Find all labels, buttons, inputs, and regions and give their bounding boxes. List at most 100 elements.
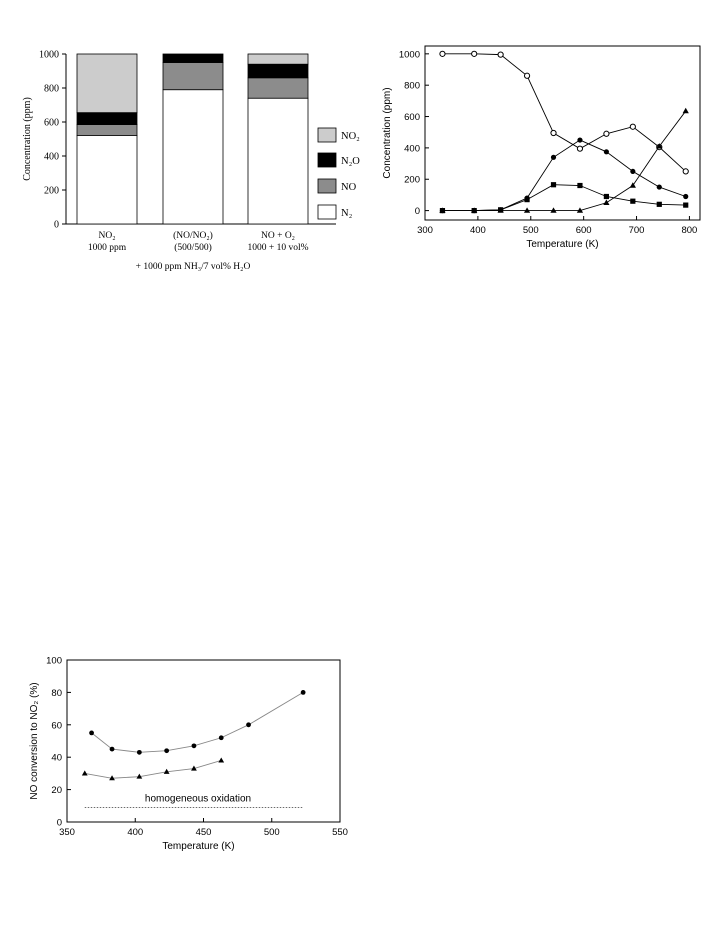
y-tick-label: 80: [51, 688, 62, 699]
legend-swatch: [317, 178, 337, 194]
data-point: [300, 690, 306, 695]
bar-segment: [162, 62, 224, 91]
data-point: [81, 770, 88, 776]
data-point: [218, 735, 224, 741]
y-tick-label: 200: [404, 175, 420, 186]
data-point: [439, 50, 446, 57]
legend-label: NO: [341, 182, 357, 193]
y-tick-label: 20: [51, 785, 62, 796]
y-tick-label: 600: [404, 112, 420, 123]
data-point: [656, 201, 662, 207]
data-point: [497, 51, 504, 58]
x-tick-label: 500: [523, 225, 539, 236]
category-label: (NO/NO₂): [173, 230, 213, 241]
category-sublabel: (500/500): [174, 242, 211, 253]
data-point: [524, 197, 530, 203]
y-tick-label: 200: [44, 186, 59, 197]
x-tick-label: 700: [629, 225, 645, 236]
data-point: [683, 193, 689, 200]
bar-segment: [76, 53, 138, 114]
legend-label: NO₂: [341, 131, 360, 142]
data-point: [629, 123, 636, 130]
data-point: [191, 743, 197, 749]
bar-segment: [162, 89, 224, 225]
category-label: NO + O₂: [261, 231, 295, 241]
data-point: [550, 129, 557, 137]
x-axis-label: Temperature (K): [162, 841, 234, 852]
y-tick-label: 0: [57, 818, 62, 829]
bar-segment: [76, 135, 138, 225]
data-point: [164, 748, 170, 754]
data-point: [246, 722, 251, 728]
x-tick-label: 600: [576, 225, 592, 236]
y-tick-label: 100: [46, 656, 62, 667]
data-point: [523, 72, 531, 79]
series-line: [442, 110, 687, 212]
bar-segment: [162, 53, 224, 63]
legend-swatch: [317, 204, 337, 220]
category-label: NO₂: [98, 231, 115, 241]
series-line: [91, 692, 304, 753]
y-axis-label: Concentration (ppm): [22, 97, 33, 181]
y-tick-label: 600: [44, 118, 59, 129]
data-point: [163, 768, 170, 774]
x-tick-label: 450: [196, 827, 212, 838]
data-point: [630, 168, 636, 175]
category-sublabel: 1000 ppm: [88, 243, 127, 253]
y-tick-label: 400: [404, 143, 420, 154]
y-axis-label: NO conversion to NO₂ (%): [29, 682, 40, 799]
x-axis-label: Temperature (K): [526, 239, 598, 250]
data-point: [191, 765, 197, 771]
y-tick-label: 1000: [39, 50, 59, 61]
x-tick-label: 350: [59, 827, 75, 838]
data-point: [577, 182, 583, 189]
data-point: [576, 145, 584, 152]
data-point: [109, 746, 115, 752]
data-point: [89, 730, 94, 736]
data-point: [577, 137, 583, 143]
data-point: [603, 199, 610, 205]
y-tick-label: 0: [54, 220, 59, 231]
legend-label: N₂O: [341, 156, 360, 167]
x-tick-label: 300: [417, 225, 433, 236]
data-point: [656, 143, 663, 149]
series-line: [84, 760, 222, 779]
data-point: [682, 107, 689, 114]
data-point: [136, 749, 142, 755]
x-tick-label: 400: [127, 827, 143, 838]
x-tick-label: 550: [332, 827, 348, 838]
series-line: [442, 53, 687, 172]
data-point: [550, 154, 557, 160]
data-point: [497, 207, 504, 213]
y-tick-label: 800: [44, 84, 59, 95]
data-point: [471, 50, 478, 57]
data-point: [682, 168, 689, 175]
data-point: [136, 773, 143, 779]
data-point: [603, 149, 609, 155]
data-point: [656, 184, 662, 190]
data-point: [603, 193, 609, 200]
bar-segment: [247, 53, 309, 65]
data-point: [523, 207, 531, 213]
data-point: [439, 207, 446, 213]
data-point: [683, 202, 689, 208]
y-tick-label: 400: [44, 152, 59, 163]
legend-swatch: [317, 127, 337, 143]
y-tick-label: 0: [415, 206, 420, 217]
y-axis-label: Concentration (ppm): [382, 87, 393, 178]
data-point: [109, 775, 115, 781]
y-tick-label: 800: [404, 81, 420, 92]
data-point: [630, 198, 636, 204]
x-tick-label: 800: [681, 225, 697, 236]
data-point: [550, 207, 557, 213]
category-sublabel: 1000 + 10 vol%: [247, 243, 308, 253]
plot-frame: [424, 45, 701, 221]
x-tick-label: 400: [470, 225, 486, 236]
data-point: [576, 207, 584, 213]
data-point: [603, 130, 610, 137]
data-point: [471, 207, 478, 213]
y-tick-label: 40: [51, 753, 62, 764]
legend-label: N₂: [341, 208, 353, 219]
x-tick-label: 500: [264, 827, 280, 838]
